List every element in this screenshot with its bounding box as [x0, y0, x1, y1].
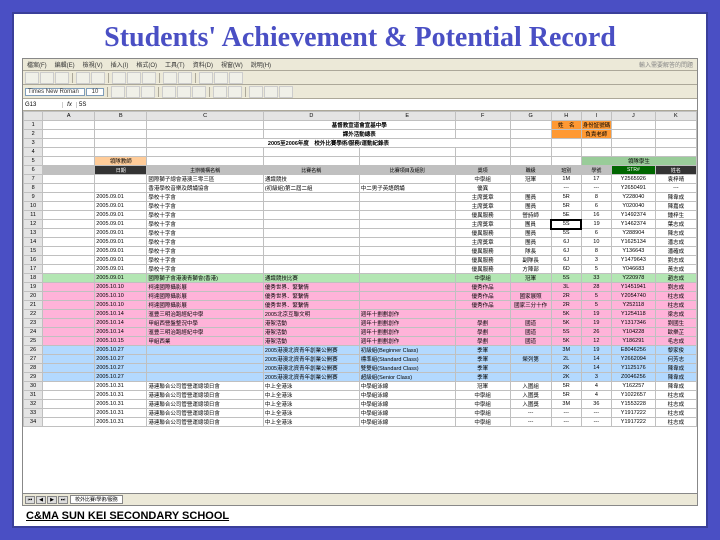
table-row[interactable]: 142005.09.01學校十字會主席獎章團員6J10Y1625134潘志成 — [24, 238, 697, 247]
chart-icon[interactable] — [214, 72, 228, 84]
table-row[interactable]: 162005.09.01學校十字會優異服務副隊長6J3Y1479643劉志成 — [24, 256, 697, 265]
table-row[interactable]: 212005.10.10柯達國際攝影展優秀世界．緊繫情優秀作品國家三分十作2R5… — [24, 301, 697, 310]
table-row[interactable]: 272005.10.272005港澳北資青年創業公開賽標準組(Standard … — [24, 355, 697, 364]
menu-bar[interactable]: 檔案(F) 編輯(E) 檢視(V) 插入(I) 格式(O) 工具(T) 資料(D… — [23, 59, 697, 71]
last-sheet-icon[interactable]: ⏭ — [58, 496, 68, 504]
table-row: 1基督教宣道會宣基中學姓 名身份証號碼 — [24, 121, 697, 130]
table-row: 4 — [24, 148, 697, 157]
bold-icon[interactable] — [111, 86, 125, 98]
table-row[interactable]: 282005.10.272005港澳北資青年創業公開賽雙雙組(Standard … — [24, 364, 697, 373]
borders-icon[interactable] — [249, 86, 263, 98]
font-color-icon[interactable] — [279, 86, 293, 98]
copy-icon[interactable] — [127, 72, 141, 84]
table-row[interactable]: 312005.10.31港連聯合公司管營運總領日會中上全港泳中學組泳線中學組入圍… — [24, 391, 697, 400]
menu-window[interactable]: 視窗(W) — [221, 60, 243, 69]
italic-icon[interactable] — [126, 86, 140, 98]
print-icon[interactable] — [76, 72, 90, 84]
table-row: 32005至2006年度 校外比賽學術/服務/運動紀錄表 — [24, 139, 697, 148]
menu-format[interactable]: 格式(O) — [136, 60, 157, 69]
help-search[interactable]: 輸入需要解答的問題 — [639, 60, 693, 69]
sum-icon[interactable] — [229, 72, 243, 84]
next-sheet-icon[interactable]: ▶ — [47, 496, 57, 504]
fontsize-select[interactable]: 10 — [86, 88, 104, 96]
table-row[interactable]: 222005.10.14滙豊三明治跑經紀中學2005北京互聯文明週年十劃劃創作5… — [24, 310, 697, 319]
cut-icon[interactable] — [112, 72, 126, 84]
align-center-icon[interactable] — [177, 86, 191, 98]
menu-tools[interactable]: 工具(T) — [165, 60, 185, 69]
preview-icon[interactable] — [91, 72, 105, 84]
sheet-tabs[interactable]: ⏮◀▶⏭ 校外比賽/學術/服務 — [23, 493, 697, 505]
name-box[interactable]: G13 — [23, 102, 63, 108]
table-row[interactable]: 292005.10.272005港澳北資青年創業公開賽超級組(Senior Cl… — [24, 373, 697, 382]
table-row[interactable]: 252005.10.15甲組西業港絮活動週年十劃劃創作學劃國道5K12Y1862… — [24, 337, 697, 346]
font-select[interactable]: Times New Roman — [25, 88, 85, 96]
menu-file[interactable]: 檔案(F) — [27, 60, 47, 69]
table-row[interactable]: 262005.10.272005港澳北資青年創業公開賽初級組(Beginner … — [24, 346, 697, 355]
slide-frame: Students' Achievement & Potential Record… — [12, 12, 708, 528]
format-toolbar[interactable]: Times New Roman 10 — [23, 85, 697, 99]
fill-icon[interactable] — [264, 86, 278, 98]
table-row[interactable]: 112005.09.01學校十字會優異服務營詩師5E16Y1492374鍾梓生 — [24, 211, 697, 220]
footer-text: C&MA SUN KEI SECONDARY SCHOOL — [14, 506, 706, 526]
formula-input[interactable]: 5S — [77, 102, 88, 108]
table-row[interactable]: 242005.10.14滙豊三明治跑經紀中學港絮活動週年十劃劃創作學劃國道5S2… — [24, 328, 697, 337]
formula-bar[interactable]: G13 fx 5S — [23, 99, 697, 111]
menu-data[interactable]: 資料(D) — [193, 60, 213, 69]
sheet-tab[interactable]: 校外比賽/學術/服務 — [70, 495, 123, 504]
table-row[interactable]: 8香港學校音樂及朗誦協會(初級組)第二屆二組中二男子英語朗誦優異------Y2… — [24, 184, 697, 193]
table-row[interactable]: 202005.10.10柯達國際攝影展優秀世界．緊繫情優秀作品國家展照2R5Y2… — [24, 292, 697, 301]
table-row[interactable]: 182005.09.01國際獅子會港澳青獅會(香港)通識競技比賽中學組冠軍5S3… — [24, 274, 697, 283]
slide-title: Students' Achievement & Potential Record — [14, 14, 706, 58]
table-row[interactable]: 172005.09.01學校十字會優異服務方陣部6D5Y046683黃志成 — [24, 265, 697, 274]
underline-icon[interactable] — [141, 86, 155, 98]
table-row[interactable]: 102005.09.01學校十字會主席獎章團員5R6Y020040陳嘉成 — [24, 202, 697, 211]
table-row[interactable]: 122005.09.01學校十字會主席獎章團員5S19Y1462374葉志成 — [24, 220, 697, 229]
table-row: 5領隊教師領隊學生 — [24, 157, 697, 166]
data-table[interactable]: ABCDEFGHIJK 1基督教宣道會宣基中學姓 名身份証號碼 2課外活動總表負… — [23, 111, 697, 427]
table-row[interactable]: 322005.10.31港連聯合公司管營運總領日會中上全港泳中學組泳線中學組入圍… — [24, 400, 697, 409]
redo-icon[interactable] — [178, 72, 192, 84]
col-headers[interactable]: ABCDEFGHIJK — [24, 112, 697, 121]
table-row[interactable]: 332005.10.31港連聯合公司管營運總領日會中上全港泳中學組泳線中學組--… — [24, 409, 697, 418]
menu-view[interactable]: 檢視(V) — [83, 60, 103, 69]
table-row[interactable]: 132005.09.01學校十字會優異服務團員5S6Y288904陳志成 — [24, 229, 697, 238]
first-sheet-icon[interactable]: ⏮ — [25, 496, 35, 504]
new-icon[interactable] — [25, 72, 39, 84]
menu-edit[interactable]: 編輯(E) — [55, 60, 75, 69]
paste-icon[interactable] — [142, 72, 156, 84]
sort-icon[interactable] — [199, 72, 213, 84]
currency-icon[interactable] — [213, 86, 227, 98]
excel-window: 檔案(F) 編輯(E) 檢視(V) 插入(I) 格式(O) 工具(T) 資料(D… — [22, 58, 698, 506]
table-row[interactable]: 232005.10.14甲組西營盤整況中學港絮活動週年十劃劃創作學劃國道5K19… — [24, 319, 697, 328]
prev-sheet-icon[interactable]: ◀ — [36, 496, 46, 504]
save-icon[interactable] — [55, 72, 69, 84]
menu-insert[interactable]: 插入(I) — [111, 60, 129, 69]
standard-toolbar[interactable] — [23, 71, 697, 85]
table-row[interactable]: 302005.10.31港連聯合公司管營運總領日會中上全港泳中學組泳線冠軍入圍組… — [24, 382, 697, 391]
table-row[interactable]: 342005.10.31港連聯合公司管營運總領日會中上全港泳中學組泳線中學組--… — [24, 418, 697, 427]
menu-help[interactable]: 說明(H) — [251, 60, 271, 69]
open-icon[interactable] — [40, 72, 54, 84]
align-right-icon[interactable] — [192, 86, 206, 98]
align-left-icon[interactable] — [162, 86, 176, 98]
percent-icon[interactable] — [228, 86, 242, 98]
spreadsheet-grid[interactable]: ABCDEFGHIJK 1基督教宣道會宣基中學姓 名身份証號碼 2課外活動總表負… — [23, 111, 697, 493]
table-row[interactable]: 92005.09.01學校十字會主席獎章團員5R8Y228040陳韋成 — [24, 193, 697, 202]
fx-icon[interactable]: fx — [63, 102, 77, 108]
filter-row[interactable]: 6日期主辦機構名稱比賽名稱比賽項目及組別獎項職級班別學號STR#姓名 — [24, 166, 697, 175]
table-row[interactable]: 7國際獅子總會港澳三零三區通識競技中學組冠軍1M17Y2565926袁梓晴 — [24, 175, 697, 184]
table-row[interactable]: 152005.09.01學校十字會優異服務隊長6J8Y136643潘確成 — [24, 247, 697, 256]
undo-icon[interactable] — [163, 72, 177, 84]
table-row: 2課外活動總表負責老師 — [24, 130, 697, 139]
table-row[interactable]: 192005.10.10柯達國際攝影展優秀世界．緊繫情優秀作品3L28Y1451… — [24, 283, 697, 292]
